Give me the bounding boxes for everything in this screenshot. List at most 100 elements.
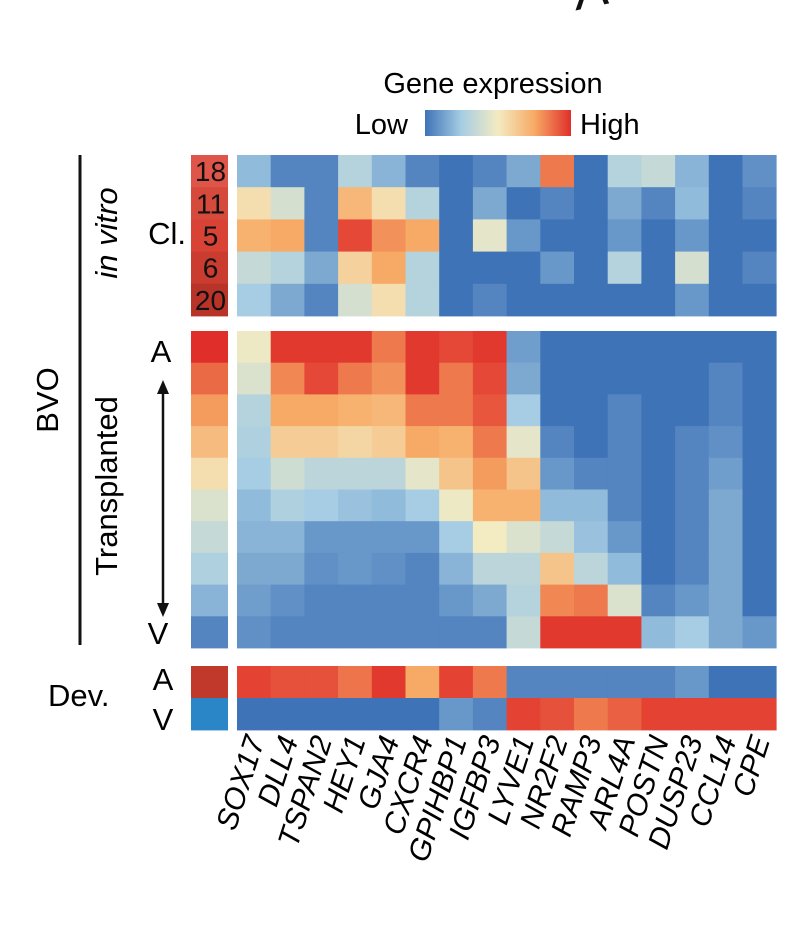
transplanted-cell-tspan2 — [304, 584, 339, 617]
transplanted-cell-dusp23 — [675, 552, 710, 585]
in-vitro-cell-ramp3 — [574, 155, 609, 188]
in-vitro-cell-arl4a — [607, 219, 642, 252]
transplanted-cell-hey1 — [338, 331, 373, 364]
in-vitro-cell-gja4 — [371, 283, 406, 317]
developmental-cell-sox17 — [237, 698, 272, 731]
transplanted-cell-gpihbp1 — [439, 362, 474, 395]
arrow-down-icon — [157, 603, 169, 617]
transplanted-cell-nr2f2 — [540, 616, 575, 649]
cluster-number: 6 — [203, 253, 219, 284]
in-vitro-cell-gpihbp1 — [439, 283, 474, 317]
transplanted-cell-igfbp3 — [472, 362, 507, 395]
transplanted-cell-dusp23 — [675, 331, 710, 364]
in-vitro-cell-igfbp3 — [472, 187, 507, 220]
transplanted-cell-postn — [641, 584, 676, 617]
in-vitro-cell-gpihbp1 — [439, 155, 474, 188]
in-vitro-cell-ccl14 — [708, 251, 743, 285]
developmental-cell-lyve1 — [506, 666, 541, 699]
in-vitro-cell-dusp23 — [675, 251, 710, 285]
in-vitro-cell-cxcr4 — [405, 187, 440, 220]
transplanted-cell-ccl14 — [708, 521, 743, 554]
in-vitro-cell-cxcr4 — [405, 283, 440, 317]
in-vitro-cell-sox17 — [237, 219, 272, 252]
transplanted-cell-ramp3 — [574, 552, 609, 585]
transplanted-annotation — [191, 552, 228, 585]
transplanted-cell-dll4 — [270, 331, 305, 364]
in-vitro-cell-dusp23 — [675, 187, 710, 220]
transplanted-cell-ccl14 — [708, 457, 743, 490]
transplanted-cell-tspan2 — [304, 457, 339, 490]
transplanted-cell-cxcr4 — [405, 616, 440, 649]
developmental-cell-ccl14 — [708, 666, 743, 699]
developmental-cell-arl4a — [607, 698, 642, 731]
in-vitro-cell-nr2f2 — [540, 251, 575, 285]
transplanted-cell-nr2f2 — [540, 521, 575, 554]
heatmap-cells — [237, 155, 777, 731]
transplanted-v-label: V — [148, 616, 169, 651]
transplanted-cell-ccl14 — [708, 426, 743, 459]
transplanted-cell-gja4 — [371, 426, 406, 459]
transplanted-cell-gja4 — [371, 394, 406, 427]
transplanted-cell-dusp23 — [675, 457, 710, 490]
transplanted-cell-ccl14 — [708, 489, 743, 522]
transplanted-cell-ccl14 — [708, 331, 743, 364]
in-vitro-cell-dusp23 — [675, 155, 710, 188]
in-vitro-cell-ramp3 — [574, 251, 609, 285]
developmental-cell-nr2f2 — [540, 666, 575, 699]
transplanted-cell-hey1 — [338, 489, 373, 522]
transplanted-cell-ccl14 — [708, 552, 743, 585]
transplanted-cell-hey1 — [338, 552, 373, 585]
transplanted-cell-cxcr4 — [405, 457, 440, 490]
transplanted-cell-igfbp3 — [472, 331, 507, 364]
developmental-cell-gpihbp1 — [439, 698, 474, 731]
transplanted-cell-cpe — [742, 331, 777, 364]
transplanted-cell-cxcr4 — [405, 552, 440, 585]
transplanted-cell-hey1 — [338, 426, 373, 459]
transplanted-cell-sox17 — [237, 521, 272, 554]
developmental-cell-igfbp3 — [472, 698, 507, 731]
in-vitro-cell-igfbp3 — [472, 251, 507, 285]
developmental-cell-dll4 — [270, 698, 305, 731]
legend-high-label: High — [580, 109, 640, 141]
transplanted-cell-cpe — [742, 521, 777, 554]
in-vitro-cell-ramp3 — [574, 283, 609, 317]
transplanted-cell-gpihbp1 — [439, 616, 474, 649]
transplanted-cell-ramp3 — [574, 489, 609, 522]
in-vitro-cell-hey1 — [338, 187, 373, 220]
in-vitro-cell-lyve1 — [506, 219, 541, 252]
developmental-cell-tspan2 — [304, 666, 339, 699]
in-vitro-cell-gpihbp1 — [439, 187, 474, 220]
transplanted-annotation — [191, 616, 228, 649]
in-vitro-cell-sox17 — [237, 155, 272, 188]
transplanted-cell-sox17 — [237, 331, 272, 364]
transplanted-cell-hey1 — [338, 584, 373, 617]
transplanted-annotation — [191, 584, 228, 617]
transplanted-cell-dll4 — [270, 394, 305, 427]
transplanted-cell-cpe — [742, 489, 777, 522]
transplanted-cell-cxcr4 — [405, 489, 440, 522]
in-vitro-cell-postn — [641, 283, 676, 317]
developmental-annotation — [191, 666, 228, 699]
transplanted-cell-gpihbp1 — [439, 331, 474, 364]
transplanted-cell-igfbp3 — [472, 552, 507, 585]
transplanted-annotation — [191, 394, 228, 427]
transplanted-cell-postn — [641, 426, 676, 459]
transplanted-cell-sox17 — [237, 394, 272, 427]
transplanted-cell-dll4 — [270, 521, 305, 554]
transplanted-cell-sox17 — [237, 552, 272, 585]
in-vitro-cell-cpe — [742, 187, 777, 220]
in-vitro-cell-tspan2 — [304, 155, 339, 188]
transplanted-cell-igfbp3 — [472, 426, 507, 459]
transplanted-cell-postn — [641, 616, 676, 649]
transplanted-cell-igfbp3 — [472, 489, 507, 522]
developmental-cell-postn — [641, 698, 676, 731]
in-vitro-cell-cpe — [742, 283, 777, 317]
in-vitro-cell-gpihbp1 — [439, 219, 474, 252]
transplanted-cell-igfbp3 — [472, 394, 507, 427]
transplanted-cell-gpihbp1 — [439, 394, 474, 427]
transplanted-cell-gpihbp1 — [439, 584, 474, 617]
developmental-cell-gja4 — [371, 698, 406, 731]
transplanted-cell-gpihbp1 — [439, 521, 474, 554]
transplanted-cell-postn — [641, 457, 676, 490]
in-vitro-cell-postn — [641, 187, 676, 220]
